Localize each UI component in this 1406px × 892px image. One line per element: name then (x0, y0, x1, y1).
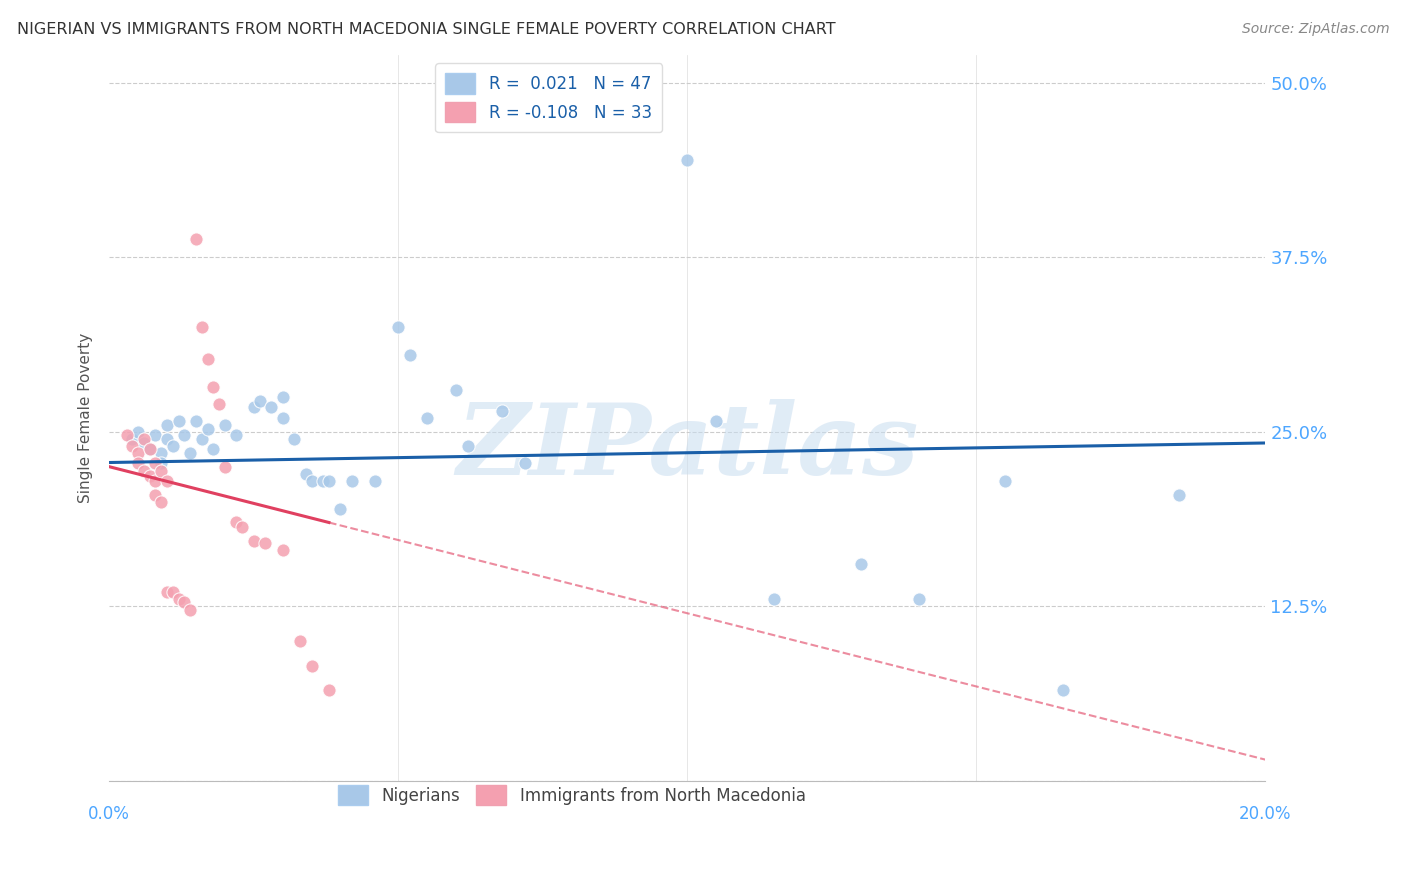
Point (127, 446, 149, 460)
Point (145, 474, 167, 488)
Point (271, 390, 294, 404)
Point (994, 474, 1017, 488)
Point (249, 394, 271, 409)
Point (318, 682, 340, 697)
Point (127, 425, 149, 439)
Point (132, 464, 155, 478)
Point (312, 474, 335, 488)
Point (167, 414, 190, 428)
Point (173, 427, 195, 442)
Text: 20.0%: 20.0% (1239, 805, 1292, 823)
Point (214, 417, 236, 432)
Point (225, 427, 247, 442)
Point (202, 380, 225, 394)
Point (1052, 682, 1074, 697)
Point (150, 446, 173, 460)
Point (329, 501, 352, 516)
Point (387, 320, 409, 334)
Point (849, 558, 872, 572)
Point (242, 400, 264, 414)
Point (260, 400, 283, 414)
Point (132, 432, 155, 446)
Point (704, 414, 727, 428)
Point (127, 456, 149, 470)
Point (184, 232, 207, 246)
Point (1167, 487, 1189, 501)
Text: ZIPatlas: ZIPatlas (456, 399, 918, 495)
Point (121, 439, 143, 453)
Point (208, 397, 231, 411)
Point (491, 404, 513, 418)
Point (271, 543, 294, 558)
Y-axis label: Single Female Poverty: Single Female Poverty (79, 333, 93, 503)
Text: NIGERIAN VS IMMIGRANTS FROM NORTH MACEDONIA SINGLE FEMALE POVERTY CORRELATION CH: NIGERIAN VS IMMIGRANTS FROM NORTH MACEDO… (17, 22, 835, 37)
Point (301, 659, 323, 673)
Point (457, 439, 479, 453)
Point (763, 592, 786, 607)
Point (145, 487, 167, 501)
Point (231, 519, 253, 533)
Point (156, 417, 179, 432)
Point (283, 432, 305, 446)
Point (162, 585, 184, 599)
Point (399, 348, 422, 362)
Point (156, 585, 179, 599)
Point (132, 436, 155, 450)
Point (173, 595, 195, 609)
Point (318, 474, 340, 488)
Point (138, 469, 160, 483)
Point (301, 474, 323, 488)
Point (156, 474, 179, 488)
Point (214, 459, 236, 474)
Point (271, 410, 294, 425)
Point (138, 442, 160, 456)
Text: 0.0%: 0.0% (89, 805, 131, 823)
Point (150, 456, 173, 470)
Point (145, 456, 167, 470)
Point (179, 446, 201, 460)
Legend: Nigerians, Immigrants from North Macedonia: Nigerians, Immigrants from North Macedon… (330, 779, 813, 812)
Point (907, 592, 929, 607)
Point (340, 474, 363, 488)
Point (416, 410, 439, 425)
Point (121, 432, 143, 446)
Point (197, 422, 219, 436)
Point (202, 442, 225, 456)
Point (190, 320, 212, 334)
Point (162, 439, 184, 453)
Point (156, 432, 179, 446)
Point (115, 427, 138, 442)
Point (190, 432, 212, 446)
Point (145, 427, 167, 442)
Point (150, 464, 173, 478)
Point (225, 516, 247, 530)
Point (179, 603, 201, 617)
Point (167, 592, 190, 607)
Point (184, 414, 207, 428)
Point (288, 634, 311, 648)
Text: Source: ZipAtlas.com: Source: ZipAtlas.com (1241, 22, 1389, 37)
Point (254, 536, 277, 550)
Point (515, 456, 537, 470)
Point (242, 533, 264, 548)
Point (138, 442, 160, 456)
Point (197, 352, 219, 367)
Point (444, 383, 467, 397)
Point (150, 494, 173, 508)
Point (295, 467, 318, 481)
Point (676, 153, 699, 167)
Point (364, 474, 387, 488)
